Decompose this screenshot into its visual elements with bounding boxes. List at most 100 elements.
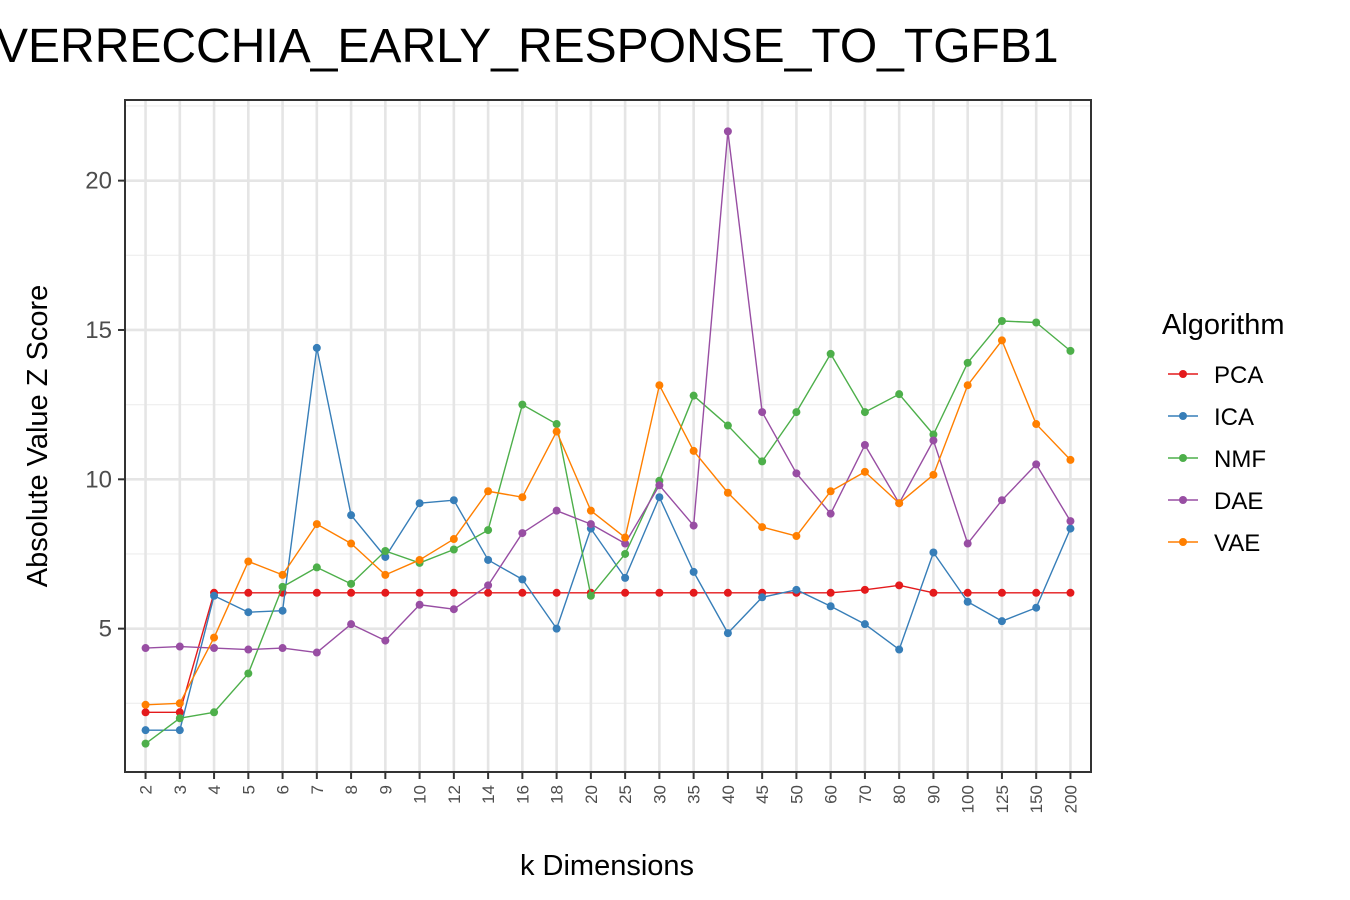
data-point-pca xyxy=(621,588,630,597)
data-point-nmf xyxy=(689,391,698,400)
data-point-ica xyxy=(278,606,287,615)
data-point-ica xyxy=(1066,524,1075,533)
data-point-pca xyxy=(347,588,356,597)
x-tick-label: 35 xyxy=(685,785,704,804)
x-tick-label: 200 xyxy=(1061,785,1080,813)
data-point-ica xyxy=(689,567,698,576)
data-point-dae xyxy=(586,520,595,529)
data-point-vae xyxy=(621,533,630,542)
data-point-vae xyxy=(518,493,527,502)
data-point-vae xyxy=(826,487,835,496)
series-vae xyxy=(141,336,1075,709)
x-tick-label: 70 xyxy=(856,785,875,804)
data-point-ica xyxy=(723,629,732,638)
data-point-dae xyxy=(792,469,801,478)
data-point-vae xyxy=(415,555,424,564)
data-point-pca xyxy=(655,588,664,597)
data-point-dae xyxy=(449,605,458,614)
x-tick-label: 40 xyxy=(719,785,738,804)
data-point-pca xyxy=(1066,588,1075,597)
data-point-nmf xyxy=(552,420,561,429)
data-point-dae xyxy=(552,506,561,515)
x-tick-label: 5 xyxy=(239,785,258,794)
data-point-vae xyxy=(723,488,732,497)
series-line-pca xyxy=(145,584,1071,713)
data-point-vae xyxy=(278,570,287,579)
data-point-ica xyxy=(621,573,630,582)
data-point-dae xyxy=(860,440,869,449)
x-tick-label: 60 xyxy=(822,785,841,804)
data-point-dae xyxy=(929,436,938,445)
data-point-pca xyxy=(723,588,732,597)
data-point-nmf xyxy=(997,317,1006,326)
y-tick-label: 20 xyxy=(85,168,112,195)
legend-key-point xyxy=(1179,412,1187,420)
x-tick-label: 4 xyxy=(205,785,224,794)
data-point-dae xyxy=(312,648,321,657)
data-point-pca xyxy=(141,708,150,717)
series-line-dae xyxy=(145,130,1072,654)
data-point-ica xyxy=(895,645,904,654)
data-point-dae xyxy=(415,600,424,609)
series-line-nmf xyxy=(145,320,1071,745)
data-point-pca xyxy=(518,588,527,597)
data-point-nmf xyxy=(1032,318,1041,327)
data-point-ica xyxy=(792,585,801,594)
data-point-dae xyxy=(347,620,356,629)
x-tick-label: 10 xyxy=(411,785,430,804)
data-point-ica xyxy=(347,511,356,520)
data-point-dae xyxy=(758,408,767,417)
x-tick-label: 8 xyxy=(342,785,361,794)
chart-title: VERRECCHIA_EARLY_RESPONSE_TO_TGFB1 xyxy=(0,20,1059,73)
data-point-vae xyxy=(141,700,150,709)
x-tick-label: 125 xyxy=(993,785,1012,813)
legend-item-nmf: NMF xyxy=(1168,446,1266,473)
data-point-nmf xyxy=(860,408,869,417)
data-point-dae xyxy=(723,127,732,136)
x-tick-label: 2 xyxy=(137,785,156,794)
x-tick-label: 100 xyxy=(959,785,978,813)
data-point-nmf xyxy=(518,400,527,409)
legend-title: Algorithm xyxy=(1162,309,1285,341)
data-point-dae xyxy=(175,642,184,651)
data-point-nmf xyxy=(586,591,595,600)
data-point-nmf xyxy=(963,358,972,367)
data-point-vae xyxy=(586,506,595,515)
data-point-dae xyxy=(244,645,253,654)
data-point-nmf xyxy=(1066,346,1075,355)
data-point-ica xyxy=(758,593,767,602)
legend-key-point xyxy=(1179,454,1187,462)
data-point-pca xyxy=(1032,588,1041,597)
data-point-nmf xyxy=(175,714,184,723)
series-pca xyxy=(141,581,1075,717)
data-point-vae xyxy=(1032,420,1041,429)
x-tick-label: 45 xyxy=(753,785,772,804)
data-point-pca xyxy=(381,588,390,597)
data-point-pca xyxy=(449,588,458,597)
data-point-pca xyxy=(860,585,869,594)
data-point-pca xyxy=(895,581,904,590)
data-point-dae xyxy=(278,644,287,653)
data-point-pca xyxy=(963,588,972,597)
data-point-vae xyxy=(1066,455,1075,464)
data-point-vae xyxy=(860,467,869,476)
data-point-ica xyxy=(929,548,938,557)
x-tick-label: 9 xyxy=(376,785,395,794)
data-point-vae xyxy=(347,539,356,548)
y-axis: 5 10 15 20 xyxy=(85,168,125,643)
legend-item-pca: PCA xyxy=(1168,362,1263,389)
series-line-vae xyxy=(145,339,1071,706)
data-point-nmf xyxy=(244,669,253,678)
y-tick-label: 10 xyxy=(85,466,112,493)
x-tick-label: 20 xyxy=(582,785,601,804)
data-point-vae xyxy=(484,487,493,496)
data-point-nmf xyxy=(792,408,801,417)
data-point-dae xyxy=(484,581,493,590)
data-point-dae xyxy=(997,496,1006,505)
data-point-dae xyxy=(963,539,972,548)
data-point-vae xyxy=(175,699,184,708)
series-ica xyxy=(141,343,1075,735)
data-point-vae xyxy=(963,381,972,390)
data-point-vae xyxy=(689,446,698,455)
